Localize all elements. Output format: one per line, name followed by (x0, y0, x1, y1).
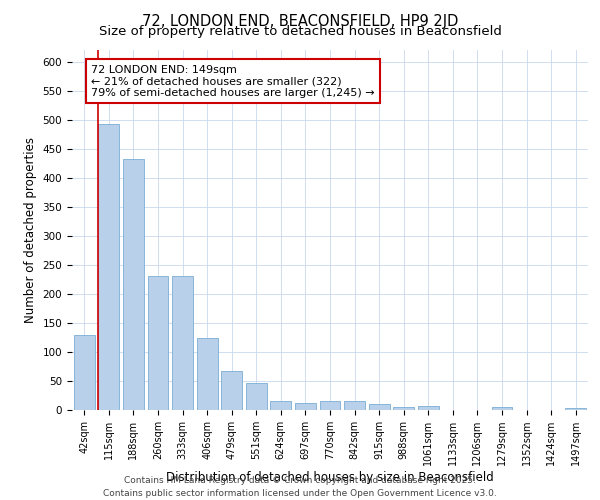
Text: 72 LONDON END: 149sqm
← 21% of detached houses are smaller (322)
79% of semi-det: 72 LONDON END: 149sqm ← 21% of detached … (91, 64, 375, 98)
Bar (491, 407, 512, 410)
Bar (172, 276, 193, 410)
Text: Size of property relative to detached houses in Beaconsfield: Size of property relative to detached ho… (98, 25, 502, 38)
Bar (418, 406, 439, 410)
Bar (221, 370, 242, 410)
Bar (295, 403, 316, 410)
Bar (197, 338, 218, 410)
Bar (98, 124, 119, 410)
Text: Contains HM Land Registry data © Crown copyright and database right 2025.
Contai: Contains HM Land Registry data © Crown c… (103, 476, 497, 498)
Y-axis label: Number of detached properties: Number of detached properties (24, 137, 37, 323)
Bar (74, 334, 95, 410)
Bar (393, 406, 414, 410)
Bar (148, 276, 169, 410)
Bar (344, 400, 365, 410)
Text: 72, LONDON END, BEACONSFIELD, HP9 2JD: 72, LONDON END, BEACONSFIELD, HP9 2JD (142, 14, 458, 29)
Bar (271, 402, 292, 410)
X-axis label: Distribution of detached houses by size in Beaconsfield: Distribution of detached houses by size … (166, 471, 494, 484)
Bar (565, 408, 586, 410)
Bar (246, 384, 267, 410)
Bar (320, 402, 340, 410)
Bar (368, 404, 389, 410)
Bar (123, 159, 144, 410)
